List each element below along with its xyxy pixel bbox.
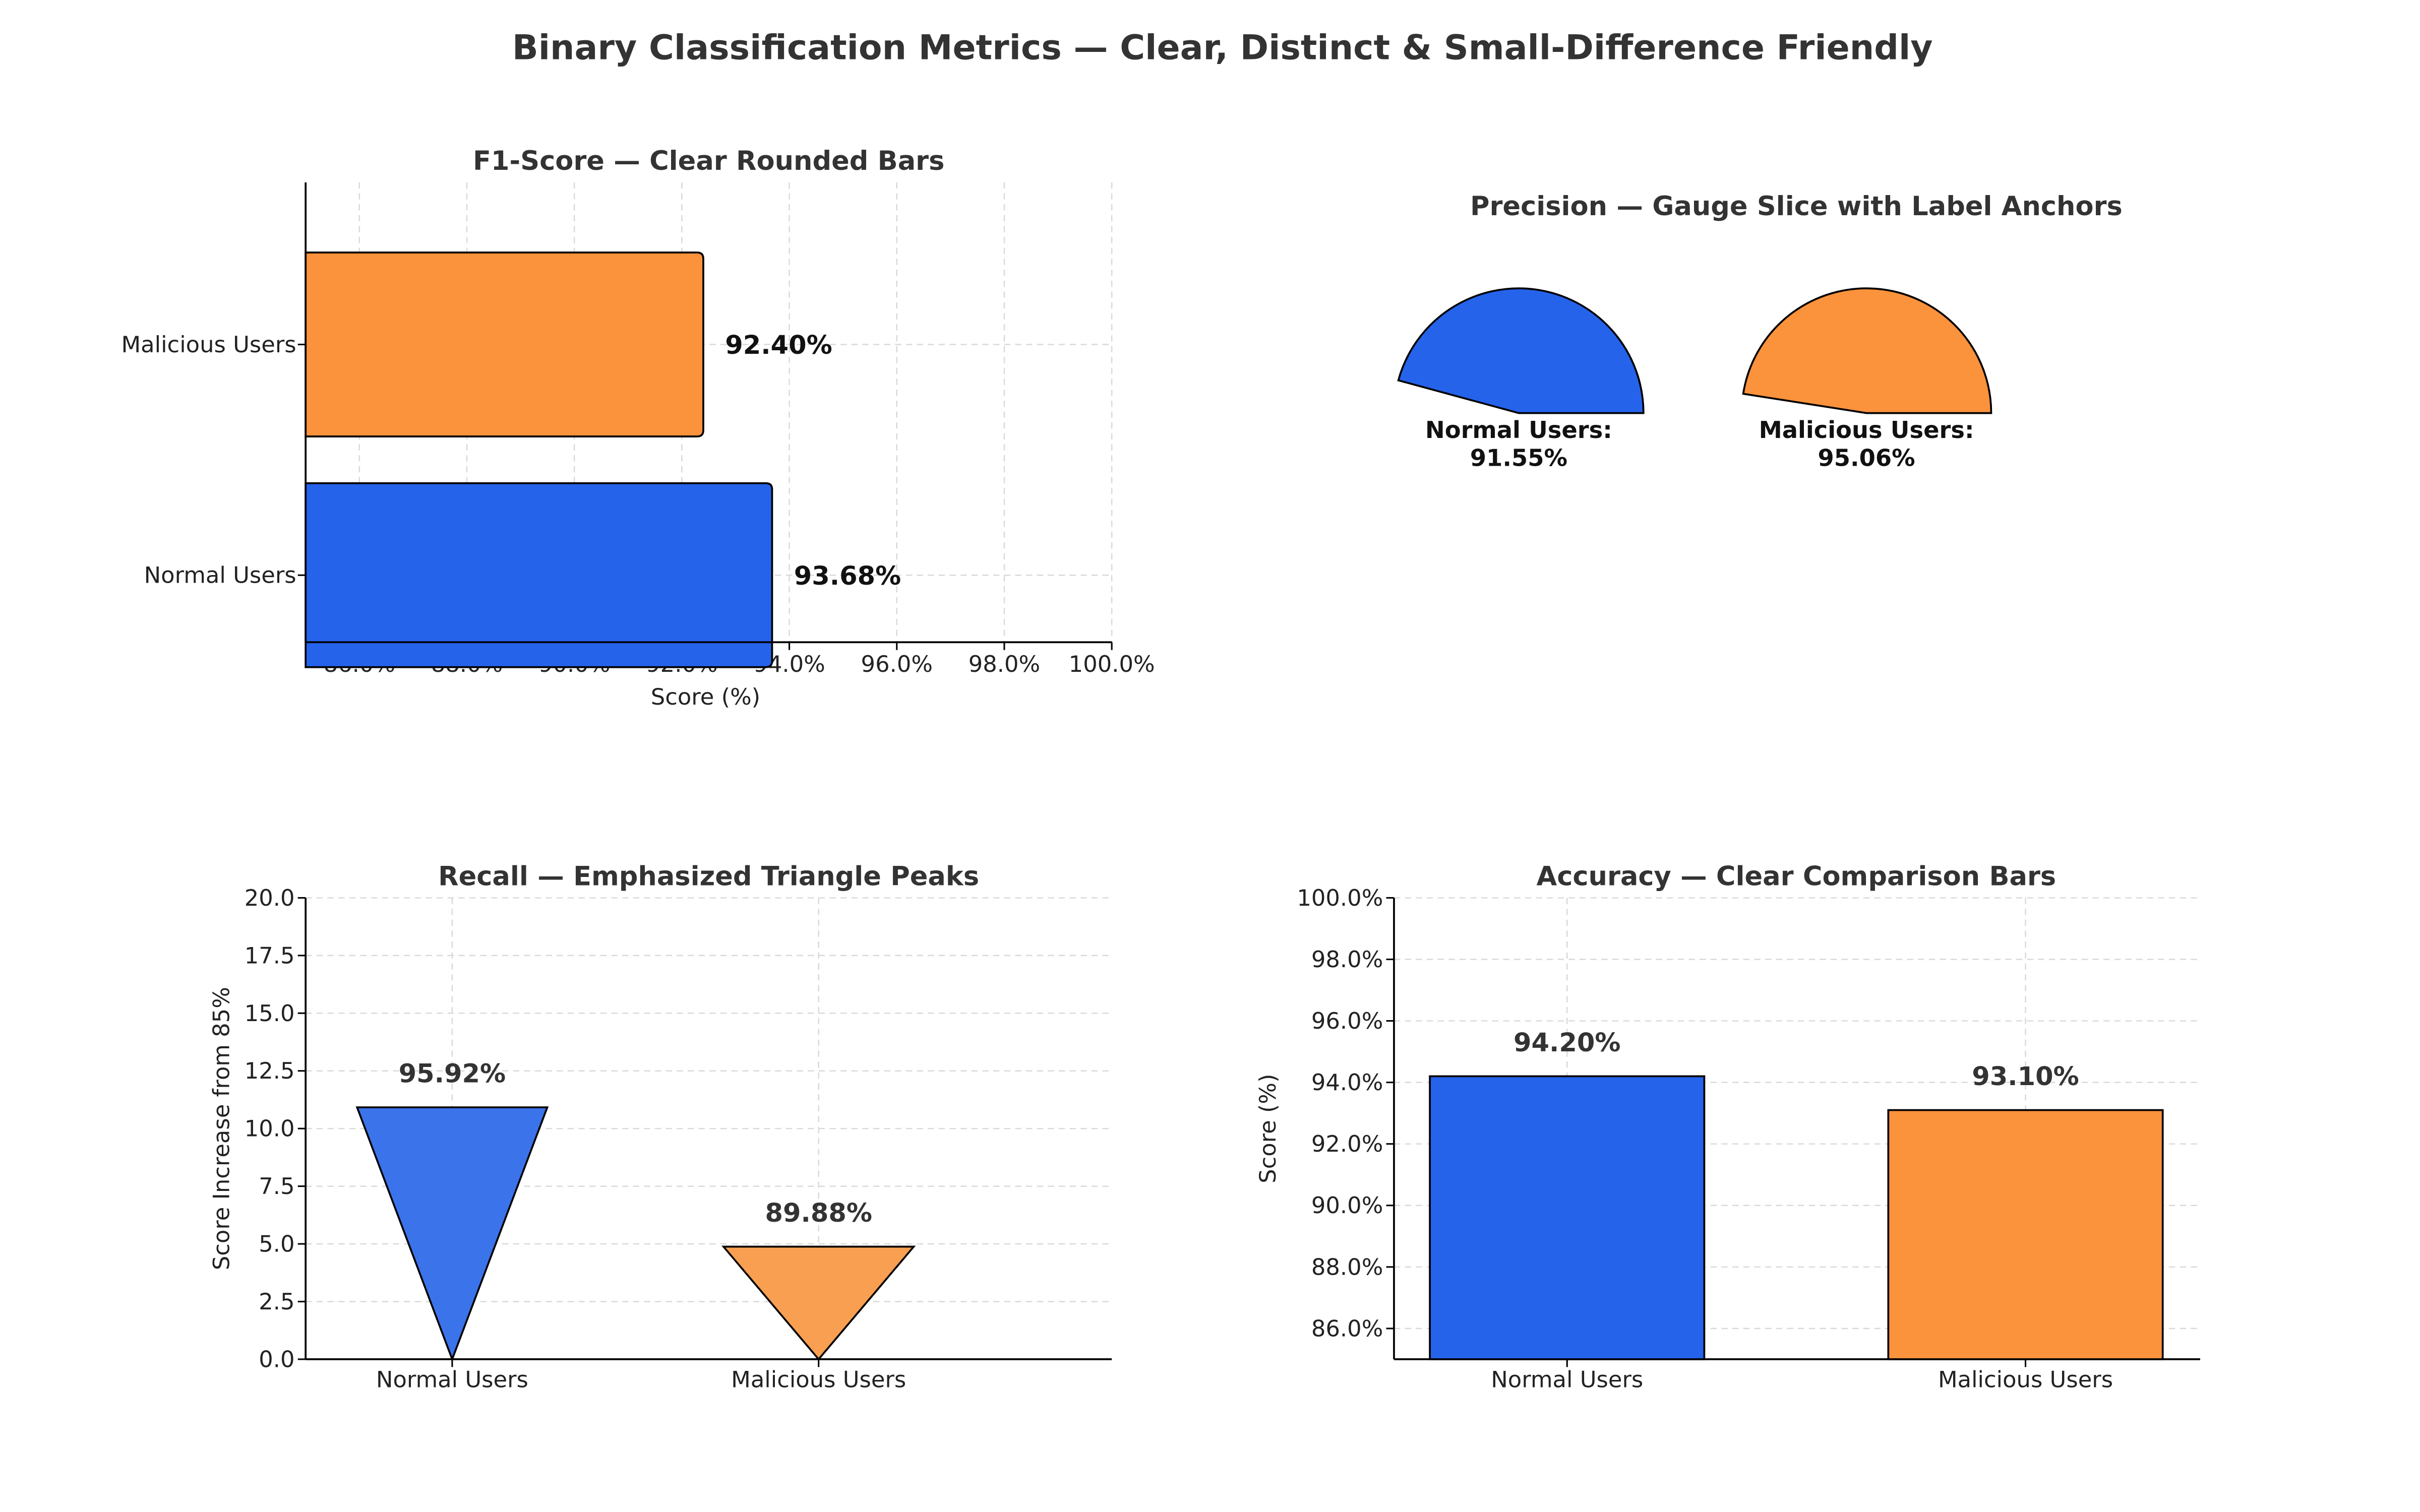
recall-data-label: 89.88% [765,1199,872,1228]
recall-data-label: 95.92% [399,1059,506,1089]
accuracy-ytick-label: 90.0% [1311,1192,1383,1219]
precision-gauge-malicious [1742,287,1992,414]
accuracy-ytick-label: 100.0% [1297,885,1383,911]
recall-ytick-label: 5.0 [259,1231,294,1257]
accuracy-xtick-label: Malicious Users [1938,1366,2113,1393]
f1-bar-normal [305,482,773,668]
precision-title: Precision — Gauge Slice with Label Ancho… [1470,191,2123,222]
f1-ytick-label: Malicious Users [121,331,296,358]
recall-xtick-label: Normal Users [376,1366,528,1393]
accuracy-ytick-label: 96.0% [1311,1007,1383,1034]
precision-label-category: Malicious Users: [1759,416,1974,444]
precision-panel: Precision — Gauge Slice with Label Ancho… [1397,191,2123,472]
recall-ylabel: Score Increase from 85% [208,987,235,1270]
accuracy-ytick-label: 94.0% [1311,1069,1383,1096]
f1-data-label: 93.68% [794,561,901,591]
f1-xtick-label: 100.0% [1069,651,1155,677]
accuracy-title: Accuracy — Clear Comparison Bars [1537,861,2056,892]
f1-bar-malicious [305,251,704,437]
accuracy-data-label: 94.20% [1514,1028,1620,1058]
accuracy-panel: Accuracy — Clear Comparison Bars 86.0% 88.… [1254,861,2200,1393]
accuracy-data-label: 93.10% [1972,1062,2079,1092]
precision-label-value: 95.06% [1818,445,1915,472]
accuracy-bar-normal [1429,1075,1706,1360]
precision-label-category: Normal Users: [1425,416,1612,444]
accuracy-ytick-label: 86.0% [1311,1315,1383,1342]
recall-ytick-label: 15.0 [245,1000,295,1027]
recall-ytick-label: 0.0 [259,1346,294,1372]
recall-xtick-label: Malicious Users [731,1366,906,1393]
f1-score-panel: F1-Score — Clear Rounded Bars86.0%88.0%9… [121,146,1155,710]
recall-ytick-label: 20.0 [245,885,295,911]
accuracy-ylabel: Score (%) [1254,1074,1281,1183]
figure-title: Binary Classification Metrics — Clear, D… [512,28,1933,68]
accuracy-bar-malicious [1887,1109,2164,1360]
accuracy-ytick-label: 98.0% [1311,946,1383,973]
accuracy-ytick-label: 92.0% [1311,1130,1383,1157]
precision-label-value: 91.55% [1470,445,1567,472]
recall-ytick-label: 12.5 [245,1057,295,1084]
precision-gauge-normal [1397,287,1645,414]
recall-title: Recall — Emphasized Triangle Peaks [438,861,979,892]
f1-data-label: 92.40% [725,331,832,360]
accuracy-ytick-label: 88.0% [1311,1253,1383,1280]
recall-ytick-label: 2.5 [259,1288,294,1315]
recall-ytick-label: 17.5 [245,942,295,969]
recall-ytick-label: 7.5 [259,1173,294,1200]
f1-xtick-label: 96.0% [861,651,933,677]
f1-xtick-label: 98.0% [969,651,1040,677]
accuracy-xtick-label: Normal Users [1491,1366,1643,1393]
recall-panel: Recall — Emphasized Triangle Peaks 0.0 2.5… [208,861,1112,1393]
recall-triangle-normal [355,1106,549,1362]
f1-title: F1-Score — Clear Rounded Bars [473,146,944,176]
recall-ytick-label: 10.0 [245,1115,295,1142]
recall-triangle-malicious [721,1245,916,1361]
f1-ytick-label: Normal Users [144,562,296,589]
f1-xlabel: Score (%) [651,683,760,710]
